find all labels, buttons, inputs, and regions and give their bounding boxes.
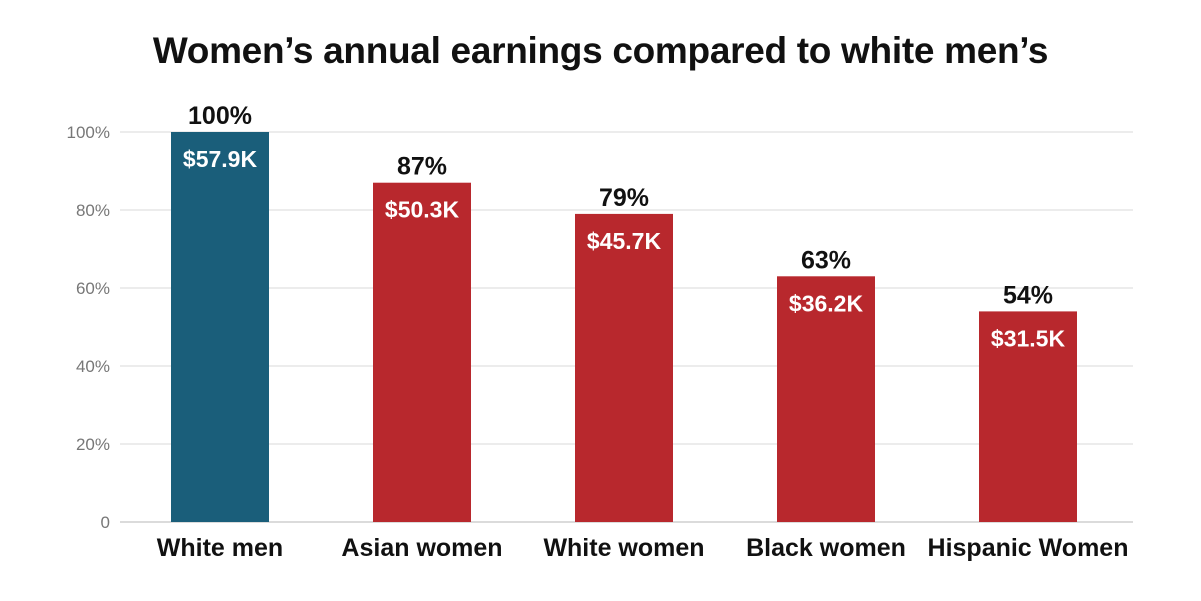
x-tick-label: White men <box>157 534 283 562</box>
x-tick-label: White women <box>543 534 704 562</box>
percent-label: 54% <box>1003 281 1053 309</box>
bar <box>777 276 875 522</box>
y-tick-label: 60% <box>76 279 110 298</box>
bar <box>979 311 1077 522</box>
y-tick-label: 20% <box>76 435 110 454</box>
earnings-label: $31.5K <box>991 325 1066 351</box>
earnings-label: $57.9K <box>183 146 258 172</box>
y-tick-label: 0 <box>101 513 110 532</box>
bar <box>575 213 673 522</box>
percent-label: 87% <box>397 153 447 181</box>
earnings-label: $36.2K <box>789 290 864 316</box>
bar <box>171 132 269 522</box>
y-tick-label: 40% <box>76 357 110 376</box>
bars-layer <box>171 132 1077 522</box>
x-tick-label: Black women <box>746 534 906 562</box>
percent-label: 79% <box>599 184 649 212</box>
y-tick-label: 80% <box>76 201 110 220</box>
bar <box>373 182 471 522</box>
x-tick-label: Hispanic Women <box>928 534 1129 562</box>
x-tick-label: Asian women <box>341 534 502 562</box>
percent-label: 100% <box>188 102 252 130</box>
earnings-label: $50.3K <box>385 197 460 223</box>
labels-layer: 100% $57.9K White men 87% $50.3K Asian women 7… <box>157 102 1129 562</box>
earnings-label: $45.7K <box>587 228 662 254</box>
y-tick-label: 100% <box>67 123 110 142</box>
percent-label: 63% <box>801 246 851 274</box>
chart-title: Women’s annual earnings compared to whit… <box>152 30 1049 71</box>
